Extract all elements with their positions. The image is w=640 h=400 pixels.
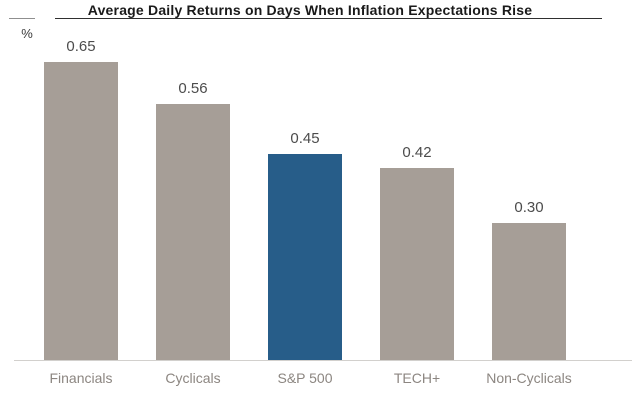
bar-non-cyclicals	[492, 223, 566, 360]
bar-financials	[44, 62, 118, 360]
bar-cyclicals	[156, 104, 230, 360]
value-label-cyclicals: 0.56	[178, 80, 208, 97]
bar-tech	[380, 168, 454, 360]
y-axis-unit-label: %	[21, 26, 33, 41]
category-label-cyclicals: Cyclicals	[165, 370, 221, 386]
value-label-non-cyclicals: 0.30	[514, 199, 544, 216]
title-underline	[55, 18, 602, 19]
category-label-tech: TECH+	[393, 370, 441, 386]
category-label-s-p-500: S&P 500	[277, 370, 333, 386]
value-label-tech: 0.42	[402, 144, 432, 161]
chart-title: Average Daily Returns on Days When Infla…	[87, 2, 533, 18]
x-axis-baseline	[14, 360, 632, 361]
bar-s-p-500	[268, 154, 342, 360]
value-label-s-p-500: 0.45	[290, 130, 320, 147]
category-label-non-cyclicals: Non-Cyclicals	[486, 370, 572, 386]
category-label-financials: Financials	[49, 370, 113, 386]
unit-tick-line	[9, 18, 35, 19]
value-label-financials: 0.65	[66, 38, 96, 55]
